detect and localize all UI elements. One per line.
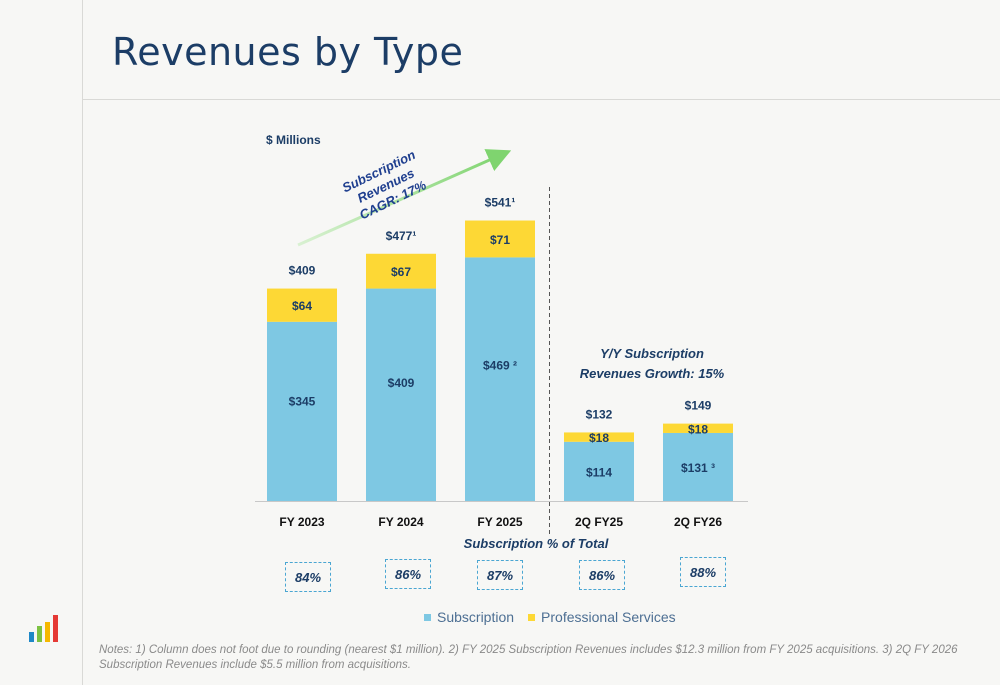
subscription-pct-title: Subscription % of Total: [463, 536, 609, 551]
subscription-pct-box: 84%: [285, 562, 331, 592]
footnotes: Notes: 1) Column does not foot due to ro…: [99, 644, 958, 671]
page-title: Revenues by Type: [112, 30, 464, 74]
legend-item-subscription: Subscription: [424, 609, 514, 625]
brand-logo-icon: [29, 614, 59, 642]
bar-subscription: [267, 321, 337, 501]
bar-professional-services: [663, 423, 733, 433]
total-label: $477¹: [386, 229, 417, 243]
bar-subscription: [465, 257, 535, 501]
bar-professional-services: [465, 220, 535, 258]
bar-label-subscription: $114: [586, 465, 612, 479]
total-label: $541¹: [485, 196, 516, 210]
bar-subscription: [663, 432, 733, 501]
total-label: $149: [685, 399, 712, 413]
bar-label-professional-services: $67: [391, 265, 411, 279]
bar-professional-services: [366, 253, 436, 289]
cagr-arrow-icon: [297, 149, 512, 247]
yoy-line-1: Y/Y Subscription: [600, 346, 704, 361]
total-label: $409: [289, 264, 316, 278]
bar-subscription: [564, 441, 634, 501]
sidebar-divider: [82, 0, 83, 685]
bar-professional-services: [267, 288, 337, 322]
legend-swatch-subscription: [424, 613, 431, 621]
header-divider: [82, 99, 1000, 100]
bar-label-subscription: $409: [388, 376, 415, 390]
bar-label-professional-services: $71: [490, 233, 510, 247]
yoy-line-2: Revenues Growth: 15%: [579, 366, 725, 381]
x-tick-label: FY 2023: [279, 515, 324, 529]
bar-label-subscription: $131 ³: [681, 461, 715, 475]
logo-bar-3: [45, 622, 50, 642]
bar-label-subscription: $469 ²: [483, 359, 517, 373]
yoy-annotation: Y/Y Subscription Revenues Growth: 15%: [572, 344, 732, 384]
x-tick-label: FY 2025: [477, 515, 522, 529]
legend-swatch-professional-services: [528, 613, 536, 621]
bar-label-professional-services: $18: [688, 422, 708, 436]
subscription-pct-box: 88%: [680, 557, 726, 587]
subscription-pct-box: 87%: [477, 560, 523, 590]
bar-label-professional-services: $64: [292, 299, 312, 313]
legend-label-subscription: Subscription: [437, 609, 515, 625]
subscription-pct-box: 86%: [579, 560, 625, 590]
total-label: $132: [586, 407, 613, 421]
logo-bar-4: [53, 615, 58, 642]
chart-legend: Subscription Professional Services: [424, 609, 690, 625]
subscription-pct-box: 86%: [385, 559, 431, 589]
logo-bar-2: [37, 626, 42, 642]
logo-bar-1: [29, 632, 34, 642]
legend-item-professional-services: Professional Services: [528, 609, 676, 625]
bar-professional-services: [564, 432, 634, 442]
unit-label: $ Millions: [266, 133, 321, 147]
x-tick-label: FY 2024: [378, 515, 423, 529]
bar-label-subscription: $345: [289, 395, 316, 409]
x-tick-label: 2Q FY26: [674, 515, 722, 529]
bar-subscription: [366, 288, 436, 501]
legend-label-professional-services: Professional Services: [541, 609, 676, 625]
x-tick-label: 2Q FY25: [575, 515, 623, 529]
bar-label-professional-services: $18: [589, 431, 609, 445]
